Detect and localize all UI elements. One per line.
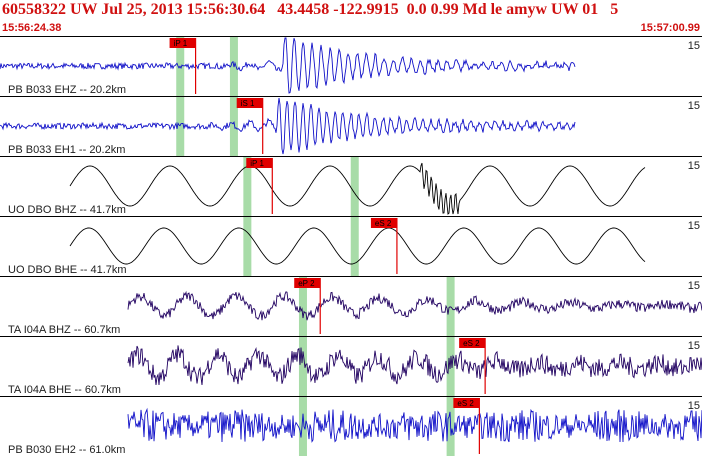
pick-flag[interactable] <box>246 158 273 168</box>
channel-label: PB B030 EH2 -- 61.0km <box>8 444 125 456</box>
time-window-marker <box>350 217 359 276</box>
pick-flag[interactable] <box>459 338 486 348</box>
amplitude-scale: 15 <box>688 340 700 352</box>
waveform-trace <box>127 290 702 321</box>
pick-flag[interactable] <box>169 38 196 48</box>
trace-row[interactable]: eS 2 15 TA I04A BHE -- 60.7km <box>0 336 702 397</box>
time-window-marker <box>298 397 307 456</box>
time-window-marker <box>229 97 238 156</box>
waveform-trace <box>0 37 576 94</box>
pick-flag[interactable] <box>370 218 397 228</box>
time-start-label: 15:56:24.38 <box>2 22 62 34</box>
waveform-trace <box>127 407 702 443</box>
waveform-trace <box>69 162 646 215</box>
pick-label: eS 2 <box>457 399 474 408</box>
time-window-marker <box>350 157 359 216</box>
time-end-label: 15:57:00.99 <box>640 22 700 34</box>
waveform-trace <box>0 97 576 155</box>
pick-label: iP 1 <box>174 39 188 48</box>
pick-label: eS 2 <box>375 219 392 228</box>
time-window-marker <box>243 217 252 276</box>
time-window-marker <box>298 337 307 396</box>
pick-flag[interactable] <box>294 278 321 288</box>
amplitude-scale: 15 <box>688 40 700 52</box>
time-window-marker <box>446 277 455 336</box>
amplitude-scale: 15 <box>688 280 700 292</box>
pick-flag[interactable] <box>236 98 263 108</box>
trace-row[interactable]: iP 1 15 PB B033 EHZ -- 20.2km <box>0 36 702 97</box>
time-window-marker <box>298 277 307 336</box>
channel-label: UO DBO BHZ -- 41.7km <box>8 204 126 216</box>
pick-label: eS 2 <box>463 339 480 348</box>
time-window-marker <box>176 97 185 156</box>
amplitude-scale: 15 <box>688 160 700 172</box>
amplitude-scale: 15 <box>688 400 700 412</box>
amplitude-scale: 15 <box>688 100 700 112</box>
pick-label: iP 1 <box>250 159 264 168</box>
channel-label: PB B033 EHZ -- 20.2km <box>8 84 126 96</box>
amplitude-scale: 15 <box>688 220 700 232</box>
trace-row[interactable]: iP 1 15 UO DBO BHZ -- 41.7km <box>0 156 702 217</box>
waveform-trace <box>69 227 646 265</box>
trace-row[interactable]: iS 1 15 PB B033 EH1 -- 20.2km <box>0 96 702 157</box>
trace-row[interactable]: eS 2 15 UO DBO BHE -- 41.7km <box>0 216 702 277</box>
event-summary: 60558322 UW Jul 25, 2013 15:56:30.64 43.… <box>2 1 619 18</box>
waveform-trace <box>127 345 702 386</box>
event-header: 60558322 UW Jul 25, 2013 15:56:30.64 43.… <box>0 0 702 36</box>
channel-label: PB B033 EH1 -- 20.2km <box>8 144 125 156</box>
trace-panel[interactable]: iP 1 15 PB B033 EHZ -- 20.2km iS 1 15 PB B033… <box>0 36 702 458</box>
pick-label: iS 1 <box>241 99 255 108</box>
trace-row[interactable]: eP 2 15 TA I04A BHZ -- 60.7km <box>0 276 702 337</box>
trace-row[interactable]: eS 2 15 PB B030 EH2 -- 61.0km <box>0 396 702 457</box>
pick-flag[interactable] <box>453 398 480 408</box>
channel-label: TA I04A BHE -- 60.7km <box>8 384 121 396</box>
channel-label: TA I04A BHZ -- 60.7km <box>8 324 120 336</box>
time-window-marker <box>243 157 252 216</box>
channel-label: UO DBO BHE -- 41.7km <box>8 264 127 276</box>
pick-label: eP 2 <box>298 279 315 288</box>
